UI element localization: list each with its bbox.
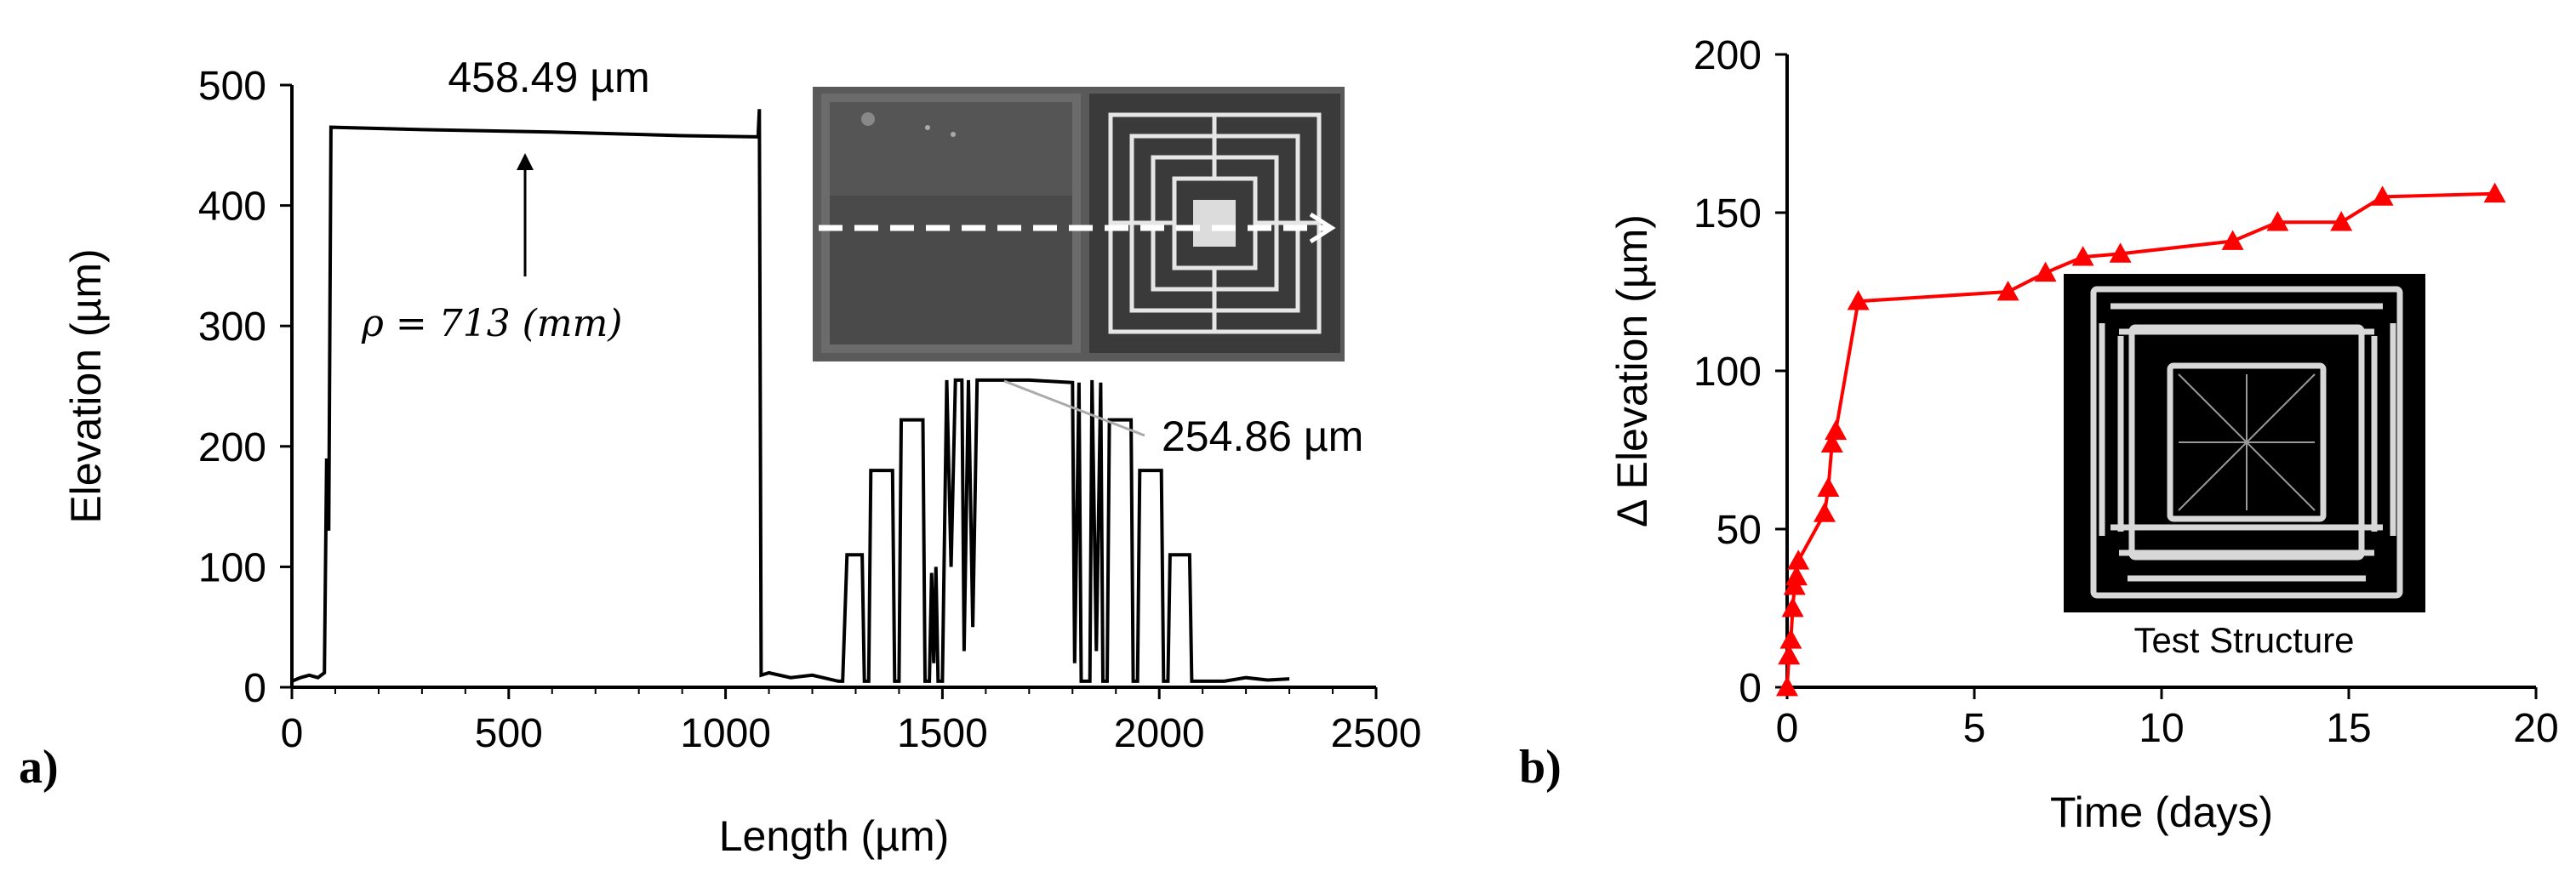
- panel-a-x-tick-label: 2500: [1331, 711, 1422, 756]
- panel-a-rho-label: ρ = 713 (mm): [361, 302, 622, 345]
- panel-b-marker: [1817, 476, 1840, 498]
- panel-a-y-tick-label: 500: [198, 64, 266, 109]
- panel-a-profile-line: [291, 109, 1290, 683]
- panel-b-y-tick-label: 200: [1694, 33, 1762, 78]
- panel-a-y-tick-label: 300: [198, 305, 266, 350]
- panel-b-marker: [2483, 182, 2506, 203]
- panel-a-x-tick-label: 1000: [680, 711, 771, 756]
- panel-b-marker: [1785, 565, 1808, 586]
- panel-b-label: b): [1519, 741, 1562, 794]
- panel-b-x-tick-label: 5: [1963, 706, 1986, 751]
- panel-b-marker: [1778, 644, 1801, 665]
- panel-b-marker: [1787, 549, 1810, 570]
- panel-b-y-tick-label: 100: [1694, 350, 1762, 395]
- panel-a-ticks: [280, 83, 1378, 699]
- panel-b-inset-test-structure-image: Test Structure: [2064, 274, 2425, 675]
- panel-a-spring-value: 254.86 µm: [1162, 413, 1363, 460]
- panel-a-y-tick-label: 200: [198, 425, 266, 470]
- panel-b-x-tick-label: 10: [2139, 706, 2184, 751]
- panel-b-y-tick-label: 0: [1739, 666, 1762, 711]
- panel-b-marker: [1820, 432, 1843, 453]
- panel-b-marker: [1779, 629, 1802, 649]
- panel-a-y-tick-label: 400: [198, 185, 266, 230]
- panel-a-top-value: 458.49 µm: [448, 54, 649, 101]
- panel-b-marker: [1813, 502, 1836, 522]
- panel-b-y-label: Δ Elevation (µm): [1608, 214, 1656, 527]
- panel-b-marker: [2109, 242, 2132, 263]
- panel-a-tick-labels: 0 500 1000 1500 2000 2500 0 100 200 300 400 500: [198, 64, 1421, 756]
- panel-a-x-tick-label: 0: [281, 711, 304, 756]
- panel-a-y-tick-label: 0: [243, 666, 266, 711]
- panel-b-marker: [2371, 185, 2394, 206]
- panel-a-leader-line: [1003, 379, 1145, 437]
- panel-a: 0 500 1000 1500 2000 2500 0 100 200 300 400 500: [19, 54, 1421, 860]
- panel-b-x-tick-label: 20: [2513, 706, 2558, 751]
- panel-b-marker: [1996, 281, 2019, 301]
- panel-a-label: a): [19, 741, 59, 794]
- panel-b-markers: [1776, 182, 2506, 697]
- panel-a-y-label: Elevation (µm): [62, 248, 110, 523]
- panel-b-inset-caption: Test Structure: [2133, 620, 2354, 660]
- panel-b-marker: [2330, 211, 2353, 231]
- panel-b-marker: [2071, 246, 2094, 266]
- panel-b-x-tick-label: 15: [2326, 706, 2371, 751]
- panel-b-marker: [2034, 261, 2057, 282]
- panel-a-arrow-head: [517, 153, 534, 170]
- panel-b-y-tick-label: 150: [1694, 191, 1762, 236]
- panel-a-inset-sem-image: [813, 87, 1345, 361]
- panel-b-marker: [2266, 211, 2289, 231]
- panel-b-x-tick-label: 0: [1776, 706, 1799, 751]
- panel-b-x-label: Time (days): [2050, 788, 2273, 836]
- panel-b-marker: [1847, 290, 1870, 310]
- panel-a-x-label: Length (µm): [719, 812, 950, 860]
- panel-b-marker: [1781, 597, 1804, 618]
- panel-a-x-tick-label: 2000: [1114, 711, 1205, 756]
- panel-b-marker: [1776, 676, 1798, 697]
- panel-b-y-tick-label: 50: [1716, 508, 1762, 553]
- panel-a-y-tick-label: 100: [198, 545, 266, 590]
- panel-a-x-tick-label: 1500: [897, 711, 988, 756]
- panel-a-x-tick-label: 500: [475, 711, 543, 756]
- panel-b-marker: [1825, 419, 1848, 441]
- panel-b-marker: [2221, 230, 2244, 250]
